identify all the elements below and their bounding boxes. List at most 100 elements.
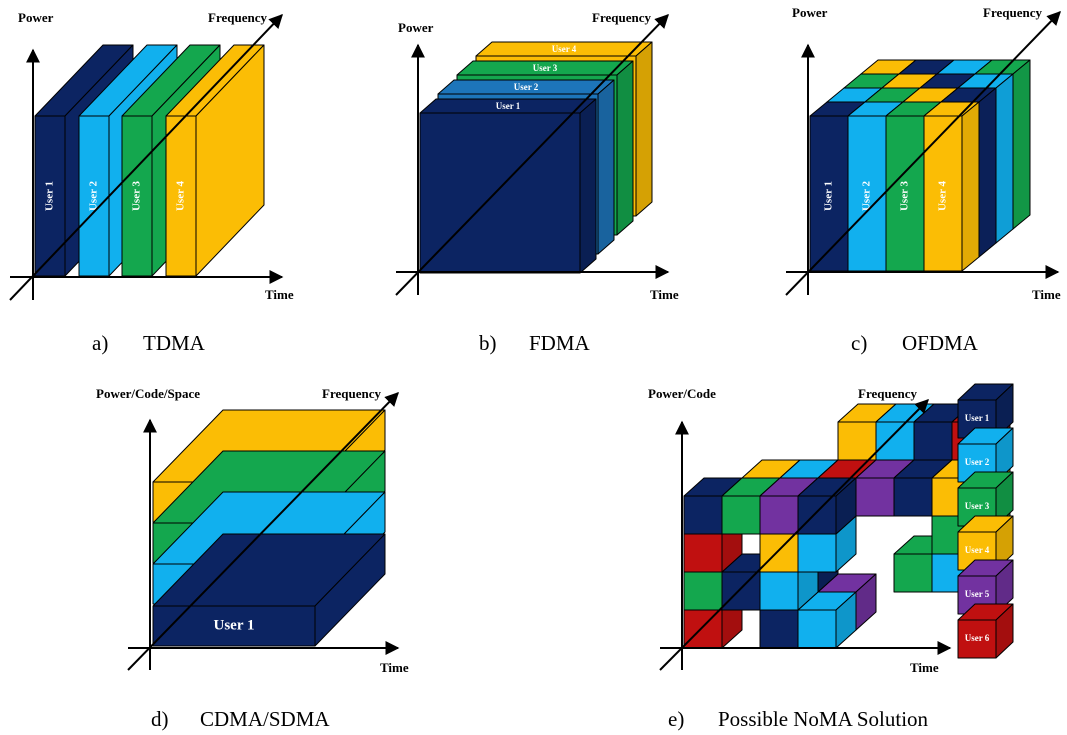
power-axis-label: Power/Code/Space <box>96 386 200 401</box>
ofdma-block-1-3-side <box>978 87 997 258</box>
noma-user-legend: User 1 User 2 User 3 User 4 User 5 User 6 <box>957 383 1014 659</box>
frequency-axis <box>395 13 669 296</box>
noma-cube-32 <box>797 477 857 535</box>
ofdma-user-label: User 2 <box>861 180 873 211</box>
panel-noma: User 1 User 2 User 3 User 4 User 5 User 6 Pow… <box>648 383 1014 731</box>
fdma-slab-user-1-side <box>579 98 597 274</box>
caption-letter: c) <box>851 331 867 355</box>
noma-cube-10-front <box>893 553 933 593</box>
noma-cube-22-front <box>797 609 837 649</box>
fdma-slab-user-1-front <box>419 112 581 274</box>
time-axis-label: Time <box>1032 287 1061 302</box>
noma-cube-4-front <box>837 421 877 461</box>
legend-user-label: User 2 <box>965 457 990 467</box>
caption-title: FDMA <box>529 331 591 355</box>
noma-cube-30-front <box>721 495 761 535</box>
caption-title: TDMA <box>143 331 206 355</box>
tdma-user-label: User 4 <box>175 180 187 211</box>
frequency-axis <box>659 399 929 671</box>
legend-cube-user-5: User 5 <box>957 559 1014 615</box>
frequency-axis-label: Frequency <box>983 5 1042 20</box>
noma-cube-26-front <box>683 533 723 573</box>
ofdma-user-label: User 3 <box>899 180 911 211</box>
noma-cube-20-front <box>683 609 723 649</box>
caption-title: CDMA/SDMA <box>200 707 330 731</box>
ofdma-block-0-3: User 4 <box>923 101 980 272</box>
ofdma-block-2-3-side <box>995 73 1014 244</box>
fdma-blocks: User 4 User 3 User 2 User 1 <box>419 41 653 274</box>
legend-user-label: User 6 <box>965 633 990 643</box>
tdma-axes <box>9 13 284 301</box>
ofdma-block-3-3-side <box>1012 59 1031 230</box>
fdma-slab-user-2-side <box>597 79 615 255</box>
tdma-slab-user-4: User 4 <box>165 44 265 277</box>
fdma-user-label: User 1 <box>496 101 521 111</box>
ofdma-blocks: User 1 User 2 User 3 User 4 <box>809 59 1031 272</box>
fdma-slab-user-1: User 1 <box>419 98 597 274</box>
tdma-blocks: User 1 User 2 User 3 User 4 <box>34 44 265 277</box>
frequency-axis <box>785 10 1061 296</box>
noma-cube-5-front <box>875 421 915 461</box>
caption-letter: d) <box>151 707 169 731</box>
power-axis-label: Power/Code <box>648 386 716 401</box>
frequency-axis <box>9 13 283 301</box>
ofdma-user-label: User 4 <box>937 180 949 211</box>
power-axis-label: Power <box>398 20 434 35</box>
noma-cube-17-front <box>855 477 895 517</box>
caption-letter: e) <box>668 707 684 731</box>
fdma-axes <box>395 13 670 296</box>
noma-cube-18-front <box>893 477 933 517</box>
legend-cube-user-6: User 6 <box>957 603 1014 659</box>
noma-cube-29-front <box>683 495 723 535</box>
legend-user-label: User 1 <box>965 413 990 423</box>
legend-user-label: User 3 <box>965 501 990 511</box>
cdma-axes <box>127 391 400 671</box>
legend-cube-user-6-front <box>957 619 997 659</box>
noma-cube-28-front <box>797 533 837 573</box>
ofdma-axes <box>785 10 1061 296</box>
noma-cube-6-front <box>913 421 953 461</box>
panel-ofdma: User 1 User 2 User 3 User 4 Power Frequency… <box>785 5 1061 355</box>
fdma-user-label: User 4 <box>552 44 577 54</box>
noma-cube-24-front <box>721 571 761 611</box>
time-axis-label: Time <box>265 287 294 302</box>
noma-cube-31-front <box>759 495 799 535</box>
ofdma-user-label: User 1 <box>823 181 835 211</box>
cdma-layer-user-1-front <box>152 605 316 647</box>
time-axis-label: Time <box>380 660 409 675</box>
ofdma-block-0-3-side <box>961 101 980 272</box>
panel-tdma: User 1 User 2 User 3 User 4 Power Frequency… <box>9 10 294 355</box>
frequency-axis <box>127 391 399 671</box>
legend-user-label: User 5 <box>965 589 990 599</box>
noma-cube-27-front <box>759 533 799 573</box>
legend-cube-user-2: User 2 <box>957 427 1014 483</box>
power-axis-label: Power <box>18 10 54 25</box>
frequency-axis-label: Frequency <box>858 386 917 401</box>
caption-letter: a) <box>92 331 108 355</box>
tdma-user-label: User 1 <box>44 181 56 211</box>
cdma-layer-user-1: User 1 <box>152 533 386 647</box>
fdma-slab-user-4-side <box>635 41 653 217</box>
tdma-user-label: User 2 <box>88 180 100 211</box>
frequency-axis-label: Frequency <box>208 10 267 25</box>
noma-cube-25-front <box>759 571 799 611</box>
fdma-slab-user-3-side <box>616 60 634 236</box>
power-axis-label: Power <box>792 5 828 20</box>
noma-cube-21-front <box>759 609 799 649</box>
noma-cube-23-front <box>683 571 723 611</box>
caption-title: OFDMA <box>902 331 979 355</box>
noma-cube-32-front <box>797 495 837 535</box>
caption-letter: b) <box>479 331 497 355</box>
frequency-axis-label: Frequency <box>592 10 651 25</box>
panel-fdma: User 4 User 3 User 2 User 1 Power Frequency… <box>395 10 679 355</box>
legend-user-label: User 4 <box>965 545 990 555</box>
tdma-user-label: User 3 <box>131 180 143 211</box>
noma-axes <box>659 399 952 671</box>
time-axis-label: Time <box>650 287 679 302</box>
caption-title: Possible NoMA Solution <box>718 707 929 731</box>
fdma-user-label: User 2 <box>514 82 539 92</box>
